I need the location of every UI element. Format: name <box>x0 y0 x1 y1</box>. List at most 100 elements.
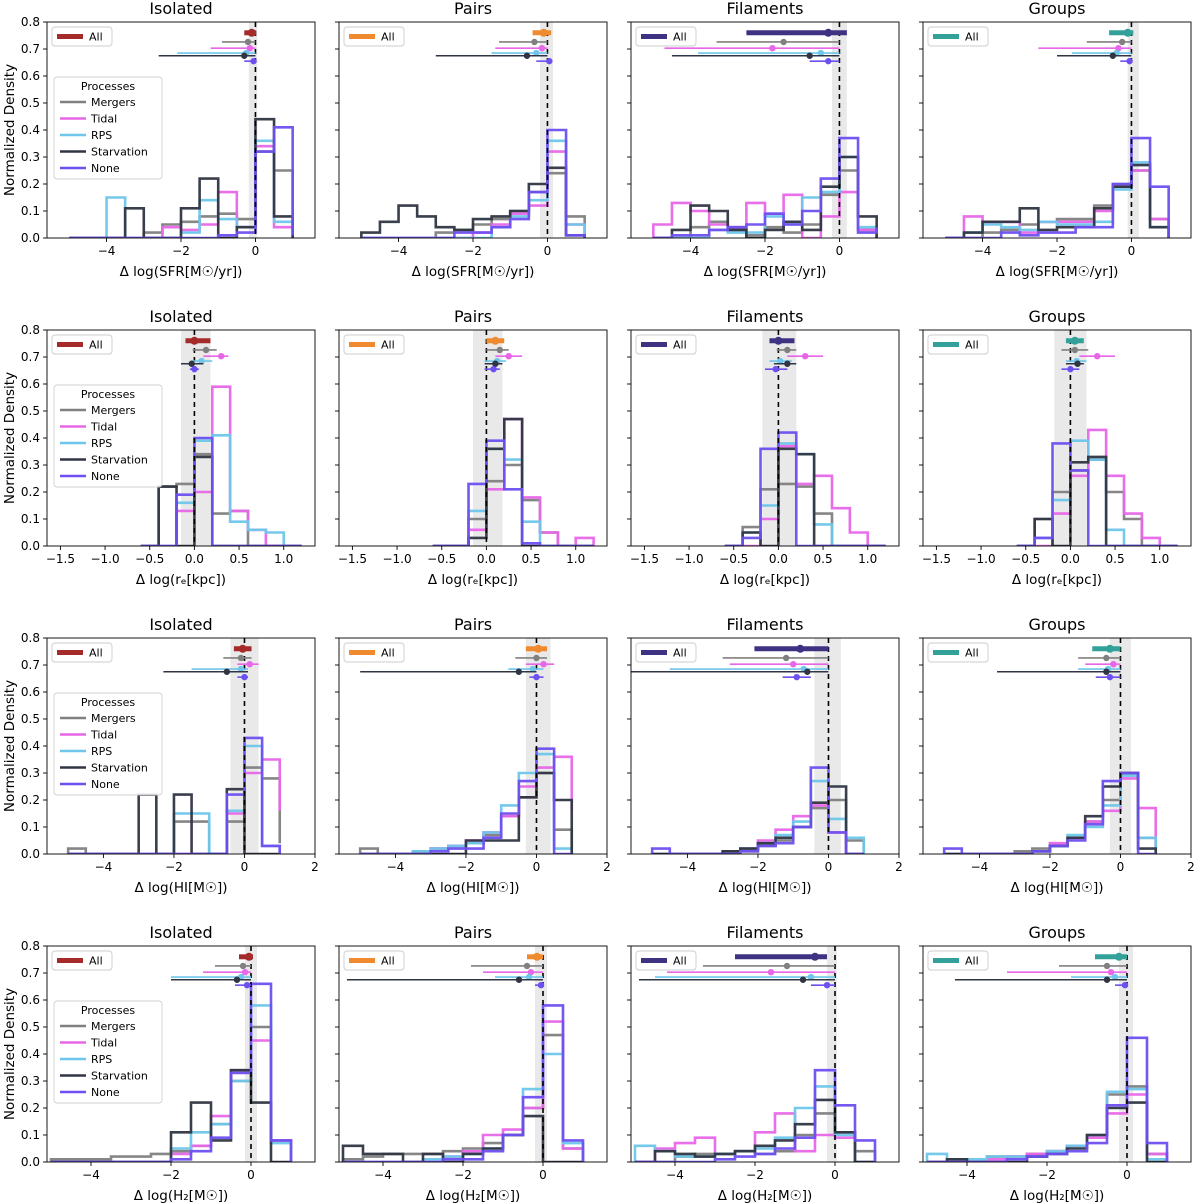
histogram-mergers <box>1016 458 1178 546</box>
marker-starvation <box>233 976 241 983</box>
histogram-tidal <box>51 1039 293 1162</box>
x-tick-label: 0.0 <box>185 552 204 566</box>
histogram-tidal <box>945 169 1170 238</box>
all-marker <box>811 952 819 961</box>
histogram-tidal <box>1016 428 1178 546</box>
marker-starvation <box>515 976 523 983</box>
x-tick-label: 0 <box>544 244 552 258</box>
panel-isolated-3: Isolated −4 −2 0 2 Δ log(HI[M☉]) 0.0 0.1 0.2 0.3 0… <box>2 615 319 896</box>
x-axis-label: Δ log(H₂[M☉]) <box>426 1188 521 1204</box>
marker-rps <box>198 357 205 365</box>
marker-none <box>243 981 251 989</box>
marker-none <box>546 57 553 65</box>
x-tick-label: −2 <box>464 244 482 258</box>
panel-title: Pairs <box>454 923 492 942</box>
y-tick-label: 0.3 <box>21 1074 40 1088</box>
y-tick-label: 0.1 <box>21 204 40 218</box>
all-marker <box>534 644 543 653</box>
y-tick-label: 0.5 <box>21 712 40 726</box>
x-tick-label: −4 <box>98 244 116 258</box>
histogram-rps <box>944 774 1158 854</box>
panel-title: Isolated <box>149 307 212 326</box>
marker-rps <box>817 49 825 57</box>
plot-area <box>724 330 886 546</box>
y-axis-label: Normalized Density <box>2 64 18 196</box>
marker-mergers <box>237 654 245 662</box>
histogram-rps <box>140 434 302 546</box>
processes-legend: Processes Mergers Tidal RPS Starvation None <box>53 76 163 180</box>
marker-none <box>537 981 545 989</box>
histogram-tidal <box>432 417 595 546</box>
panel-title: Filaments <box>727 0 804 18</box>
marker-tidal <box>802 352 809 360</box>
marker-rps <box>1111 973 1119 981</box>
x-axis-label: Δ log(SFR[M☉/yr]) <box>412 264 535 280</box>
x-tick-label: −2 <box>165 860 183 874</box>
y-tick-label: 0.4 <box>21 123 40 137</box>
panel-title: Filaments <box>727 307 804 326</box>
histogram-none <box>361 128 586 238</box>
x-tick-label: −2 <box>1048 244 1066 258</box>
x-axis-label: Δ log(H₂[M☉]) <box>718 1188 813 1204</box>
panel-pairs-4: Pairs −4 −2 0 Δ log(H₂[M☉]) All <box>335 923 608 1204</box>
x-tick-label: 1.0 <box>858 552 877 566</box>
marker-tidal <box>1110 660 1117 668</box>
all-legend-label: All <box>381 31 395 44</box>
y-tick-label: 0.1 <box>21 820 40 834</box>
x-axis-label: Δ log(HI[M☉]) <box>426 880 519 896</box>
x-tick-label: 2 <box>895 860 903 874</box>
marker-starvation <box>806 52 813 59</box>
x-tick-label: −2 <box>457 860 475 874</box>
legend-label-starvation: Starvation <box>91 146 148 159</box>
marker-mergers <box>1118 38 1126 46</box>
x-tick-label: 0 <box>831 1168 839 1182</box>
histogram-tidal <box>724 444 886 546</box>
marker-rps <box>525 973 533 981</box>
histogram-none <box>1016 442 1178 546</box>
y-axis-label: Normalized Density <box>2 372 18 504</box>
marker-mergers <box>780 38 787 46</box>
histogram-mergers <box>361 171 586 238</box>
legend-label-rps: RPS <box>91 745 112 758</box>
x-tick-label: −2 <box>1041 860 1059 874</box>
all-marker <box>539 28 548 37</box>
legend-label-rps: RPS <box>91 437 112 450</box>
histogram-mergers <box>653 169 878 238</box>
y-axis-label: Normalized Density <box>2 680 18 812</box>
axes-frame <box>922 945 1192 1163</box>
histogram-starvation <box>1016 455 1178 546</box>
x-tick-label: 0.5 <box>230 552 249 566</box>
histogram-mergers <box>341 1033 585 1162</box>
marker-none <box>250 57 257 65</box>
legend-title: Processes <box>81 388 135 401</box>
processes-legend: Processes Mergers Tidal RPS Starvation None <box>53 692 163 796</box>
marker-none <box>241 673 248 681</box>
marker-none <box>1121 981 1129 989</box>
x-tick-label: 0 <box>836 244 844 258</box>
all-legend-label: All <box>381 647 395 660</box>
legend-label-rps: RPS <box>91 1053 112 1066</box>
histogram-none <box>945 136 1170 238</box>
marker-tidal <box>246 44 254 52</box>
panel-filaments-4: Filaments −4 −2 0 Δ log(H₂[M☉]) All <box>627 923 900 1204</box>
all-legend-label: All <box>673 647 687 660</box>
y-tick-label: 0.4 <box>21 431 40 445</box>
histogram-rps <box>432 447 594 546</box>
all-legend-label: All <box>381 339 395 352</box>
plot-area <box>633 946 877 1162</box>
y-tick-label: 0.2 <box>21 177 40 191</box>
histogram-none <box>69 126 294 238</box>
all-marker <box>491 336 500 345</box>
marker-starvation <box>223 668 231 675</box>
marker-tidal <box>767 968 775 976</box>
all-marker <box>247 28 256 37</box>
legend-label-mergers: Mergers <box>91 404 136 417</box>
x-tick-label: −4 <box>82 1168 100 1182</box>
x-axis-label: Δ log(rₑ[kpc]) <box>1012 572 1102 588</box>
marker-rps <box>529 665 537 673</box>
all-legend-label: All <box>89 647 103 660</box>
panel-title: Pairs <box>454 615 492 634</box>
histogram-rps <box>51 1004 293 1162</box>
x-tick-label: −0.5 <box>1011 552 1040 566</box>
panel-title: Isolated <box>149 0 212 18</box>
